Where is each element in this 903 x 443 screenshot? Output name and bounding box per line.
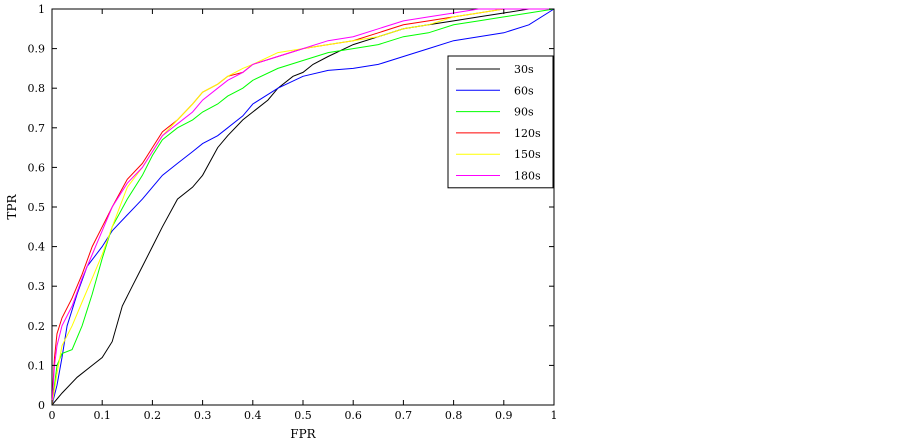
legend-label-30s: 30s xyxy=(514,63,534,76)
legend: 30s 60s 90s 120s 150s 180s xyxy=(447,55,554,189)
y-tick-label: 0.3 xyxy=(28,280,46,293)
y-tick-label: 0.2 xyxy=(28,320,46,333)
series-line-150s xyxy=(51,8,554,406)
x-tick-label: 0.9 xyxy=(495,409,513,422)
legend-label-60s: 60s xyxy=(514,84,534,97)
legend-label-120s: 120s xyxy=(514,127,541,140)
y-axis-label: TPR xyxy=(5,193,19,219)
y-tick-label: 0.6 xyxy=(28,161,46,174)
y-tick-label: 0.9 xyxy=(28,43,46,56)
x-tick-label: 0.2 xyxy=(144,409,162,422)
x-tick-label: 0.6 xyxy=(344,409,362,422)
y-tick-label: 1 xyxy=(38,3,45,16)
legend-items: 30s 60s 90s 120s 150s 180s xyxy=(456,63,541,183)
legend-label-150s: 150s xyxy=(514,148,541,161)
y-tick-label: 0.4 xyxy=(28,241,46,254)
x-tick-label: 0.3 xyxy=(194,409,212,422)
x-tick-label: 0.1 xyxy=(93,409,111,422)
series-line-90s xyxy=(51,8,555,406)
series-line-180s xyxy=(51,8,554,406)
y-tick-label: 0.5 xyxy=(28,201,46,214)
y-tick-label: 0 xyxy=(38,399,45,412)
legend-box xyxy=(447,55,554,189)
x-tick-label: 0.7 xyxy=(395,409,413,422)
y-tick-label: 0.1 xyxy=(28,359,46,372)
x-tick-label: 1 xyxy=(551,409,558,422)
x-tick-label: 0.4 xyxy=(244,409,262,422)
tick-layer: 0 0.1 0.2 0.3 0.4 0.5 0.6 0.7 0.8 0.9 1 0 0.1 0.2 0.3 0… xyxy=(28,3,558,422)
legend-label-180s: 180s xyxy=(514,170,541,183)
series-layer xyxy=(51,8,555,406)
x-axis-label: FPR xyxy=(290,427,316,441)
x-tick-label: 0.8 xyxy=(445,409,463,422)
y-tick-label: 0.8 xyxy=(28,82,46,95)
legend-label-90s: 90s xyxy=(514,106,534,119)
y-tick-label: 0.7 xyxy=(28,122,46,135)
x-tick-label: 0.5 xyxy=(294,409,312,422)
x-tick-label: 0 xyxy=(49,409,56,422)
